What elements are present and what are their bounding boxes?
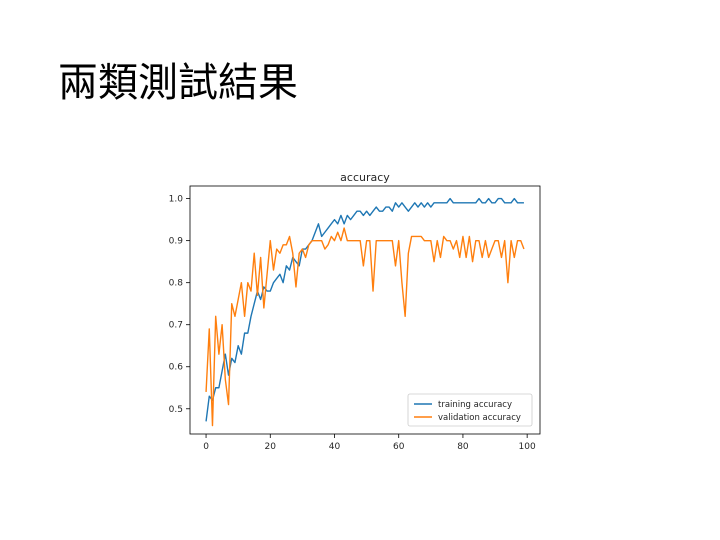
slide-title: 兩類測試結果 [58, 60, 298, 106]
y-tick-label: 0.9 [169, 237, 184, 247]
y-tick-label: 0.7 [169, 321, 183, 331]
x-tick-label: 0 [203, 442, 209, 452]
training-accuracy-line [205, 197, 524, 422]
x-tick-label: 20 [265, 442, 277, 452]
chart-title: accuracy [340, 171, 390, 184]
legend-box [407, 393, 533, 427]
x-tick-label: 60 [393, 442, 405, 452]
legend-label: training accuracy [438, 400, 512, 410]
legend: training accuracy validation accuracy [407, 393, 533, 427]
plot-frame [189, 185, 541, 435]
y-tick-label: 0.6 [169, 363, 184, 373]
x-tick-label: 80 [457, 442, 469, 452]
x-tick-label: 40 [329, 442, 341, 452]
y-tick-label: 0.5 [169, 405, 183, 415]
x-tick-label: 100 [519, 442, 536, 452]
y-tick-label: 0.8 [169, 279, 184, 289]
legend-label: validation accuracy [438, 413, 521, 423]
y-tick-label: 1.0 [169, 195, 184, 205]
validation-accuracy-line [205, 227, 525, 427]
